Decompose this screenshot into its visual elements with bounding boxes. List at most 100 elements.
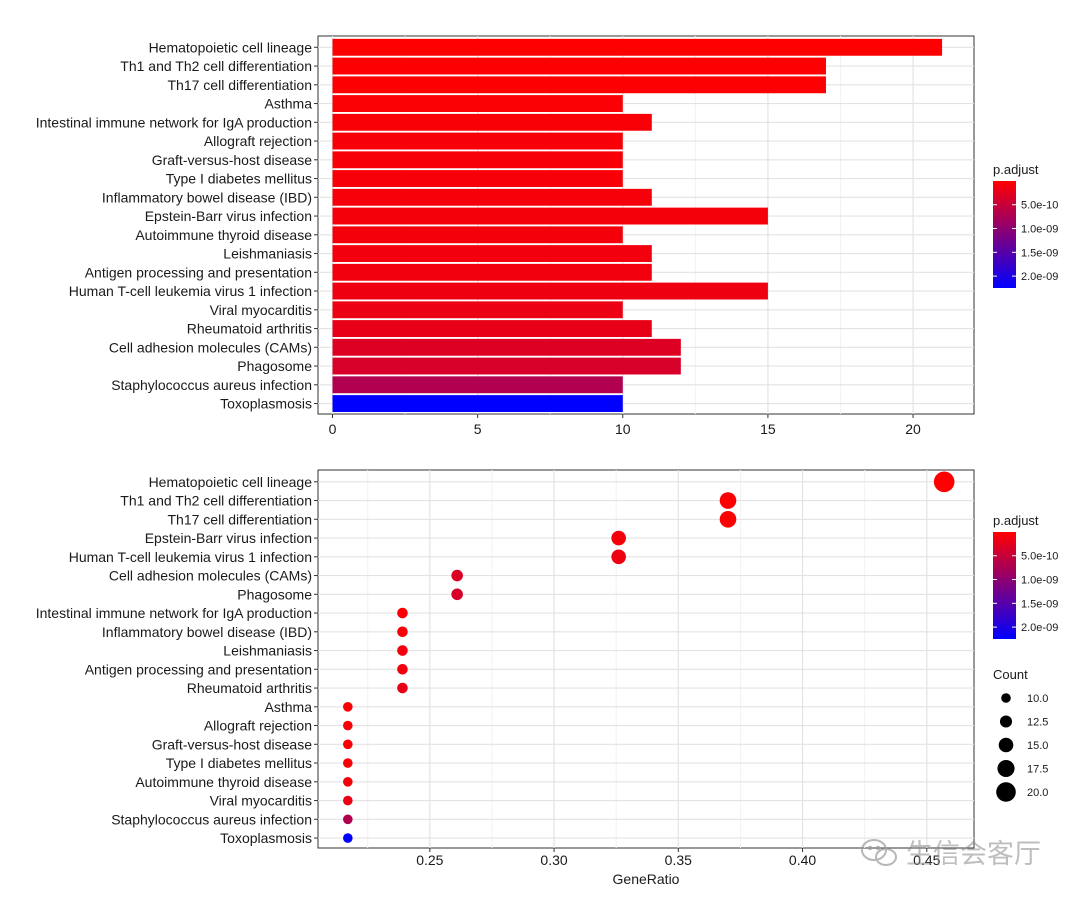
dot-category-label: Hematopoietic cell lineage (149, 474, 313, 490)
bar-category-label: Allograft rejection (204, 133, 312, 149)
bar-x-tick-label: 0 (329, 421, 337, 437)
dot-chart-x-ticks: 0.25 0.30 0.35 0.40 0.45 (416, 848, 941, 868)
dot-chart-panel (317, 469, 975, 849)
bar (332, 263, 652, 281)
bar-category-label: Graft-versus-host disease (152, 152, 312, 168)
dot-category-label: Staphylococcus aureus infection (111, 811, 312, 827)
dot-legend-ticks: 5.0e-10 1.0e-09 1.5e-09 2.0e-09 (993, 551, 1058, 634)
dot-chart-legend: p.adjust 5.0e-10 1.0e-09 1.5e-09 2.0e-09 Co… (993, 513, 1058, 802)
dot-point (611, 530, 626, 546)
bar (332, 320, 652, 337)
bar-category-label: Rheumatoid arthritis (187, 321, 312, 337)
bar (332, 76, 826, 94)
bar (332, 38, 943, 56)
dot-chart-points (343, 471, 955, 843)
bar (332, 170, 623, 187)
dot-category-label: Human T-cell leukemia virus 1 infection (69, 549, 312, 565)
dot-point (343, 814, 353, 825)
dot-point (343, 777, 353, 787)
dot-category-label: Autoimmune thyroid disease (135, 774, 312, 790)
bar-category-label: Inflammatory bowel disease (IBD) (102, 189, 312, 205)
dot-chart: Hematopoietic cell lineage Th1 and Th2 ce… (36, 469, 1058, 887)
dot-category-label: Toxoplasmosis (220, 830, 312, 846)
dot-chart-x-axis-title: GeneRatio (613, 871, 680, 887)
bar (332, 245, 652, 262)
dot-category-label: Cell adhesion molecules (CAMs) (109, 568, 312, 584)
dot-point (397, 626, 408, 638)
dot-legend-color-title: p.adjust (993, 513, 1039, 528)
bar-chart-bars (332, 38, 943, 412)
dot-point (343, 833, 353, 843)
dot-category-label: Type I diabetes mellitus (166, 755, 312, 771)
dot-point (719, 492, 737, 509)
dot-category-label: Th1 and Th2 cell differentiation (120, 493, 312, 509)
bar-category-label: Viral myocarditis (210, 302, 312, 318)
bar-category-label: Intestinal immune network for IgA produc… (36, 114, 312, 130)
bar (332, 207, 768, 225)
dot-point (719, 511, 737, 528)
bar (332, 282, 768, 300)
bar-legend-tick-label: 1.5e-09 (1021, 247, 1058, 259)
bar-chart-legend: p.adjust 5.0e-10 1.0e-09 1.5e-09 2.0e-09 (993, 162, 1058, 288)
dot-x-tick-label: 0.40 (789, 852, 816, 868)
dot-x-tick-label: 0.25 (416, 852, 443, 868)
bar (332, 226, 623, 244)
dot-x-tick-label: 0.45 (913, 852, 940, 868)
dot-legend-size-label: 20.0 (1027, 787, 1048, 799)
bar (332, 95, 623, 112)
dot-x-tick-label: 0.35 (665, 852, 692, 868)
dot-category-label: Viral myocarditis (210, 793, 312, 809)
bar-legend-colorbar (993, 181, 1016, 288)
bar-legend-tick-label: 5.0e-10 (1021, 200, 1058, 212)
dot-point (343, 758, 353, 768)
bar-chart-x-ticks: 0 5 10 15 20 (329, 414, 921, 437)
dot-point (933, 471, 955, 493)
dot-legend-size-key (999, 715, 1013, 728)
bar-category-label: Epstein-Barr virus infection (145, 208, 312, 224)
bar-x-tick-label: 10 (615, 421, 631, 437)
bar (332, 338, 681, 356)
dot-legend-tick-label: 1.0e-09 (1021, 575, 1058, 587)
bar-legend-title: p.adjust (993, 162, 1039, 177)
bar-chart-category-labels: Hematopoietic cell lineage Th1 and Th2 ce… (36, 39, 318, 412)
dot-legend-size-key (997, 759, 1015, 778)
dot-legend-colorbar (993, 532, 1016, 639)
bar (332, 395, 623, 412)
dot-category-label: Allograft rejection (204, 718, 312, 734)
bar-chart: Hematopoietic cell lineage Th1 and Th2 ce… (36, 35, 1058, 437)
bar-category-label: Hematopoietic cell lineage (149, 39, 313, 55)
dot-legend-tick-label: 5.0e-10 (1021, 551, 1058, 563)
dot-point (343, 739, 353, 750)
bar (332, 57, 826, 75)
dot-point (397, 664, 408, 675)
bar (332, 151, 623, 169)
bar-category-label: Leishmaniasis (223, 246, 312, 262)
dot-chart-category-labels: Hematopoietic cell lineage Th1 and Th2 ce… (36, 474, 318, 846)
dot-legend-size-title: Count (993, 667, 1028, 682)
bar-category-label: Phagosome (237, 358, 312, 374)
bar-category-label: Staphylococcus aureus infection (111, 377, 312, 393)
bar (332, 113, 652, 131)
dot-category-label: Epstein-Barr virus infection (145, 530, 312, 546)
bar (332, 188, 652, 206)
dot-category-label: Th17 cell differentiation (168, 511, 313, 527)
bar-category-label: Th1 and Th2 cell differentiation (120, 58, 312, 74)
bar (332, 301, 623, 319)
dot-category-label: Asthma (265, 699, 313, 715)
watermark-text: 生信会客厅 (906, 839, 1041, 870)
bar-category-label: Antigen processing and presentation (85, 264, 312, 280)
dot-category-label: Intestinal immune network for IgA produc… (36, 605, 312, 621)
dot-category-label: Graft-versus-host disease (152, 736, 312, 752)
dot-point (343, 795, 353, 806)
dot-point (611, 549, 626, 565)
dot-legend-size-key (998, 737, 1014, 753)
dot-point (397, 682, 408, 694)
bar-legend-tick-label: 1.0e-09 (1021, 224, 1058, 236)
bar-legend-ticks: 5.0e-10 1.0e-09 1.5e-09 2.0e-09 (993, 200, 1058, 283)
dot-legend-size-label: 17.5 (1027, 764, 1048, 776)
dot-legend-size-label: 12.5 (1027, 717, 1048, 729)
wechat-icon (861, 839, 897, 866)
dot-chart-grid (318, 470, 974, 848)
dot-point (397, 645, 408, 656)
dot-point (343, 702, 353, 712)
